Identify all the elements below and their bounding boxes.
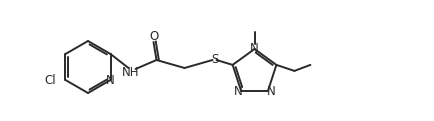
Text: O: O bbox=[148, 30, 158, 42]
Text: Cl: Cl bbox=[45, 73, 56, 87]
Text: N: N bbox=[266, 85, 275, 98]
Text: N: N bbox=[233, 85, 242, 98]
Text: N: N bbox=[250, 42, 258, 54]
Text: N: N bbox=[106, 73, 115, 87]
Text: NH: NH bbox=[122, 67, 139, 79]
Text: S: S bbox=[210, 53, 218, 67]
